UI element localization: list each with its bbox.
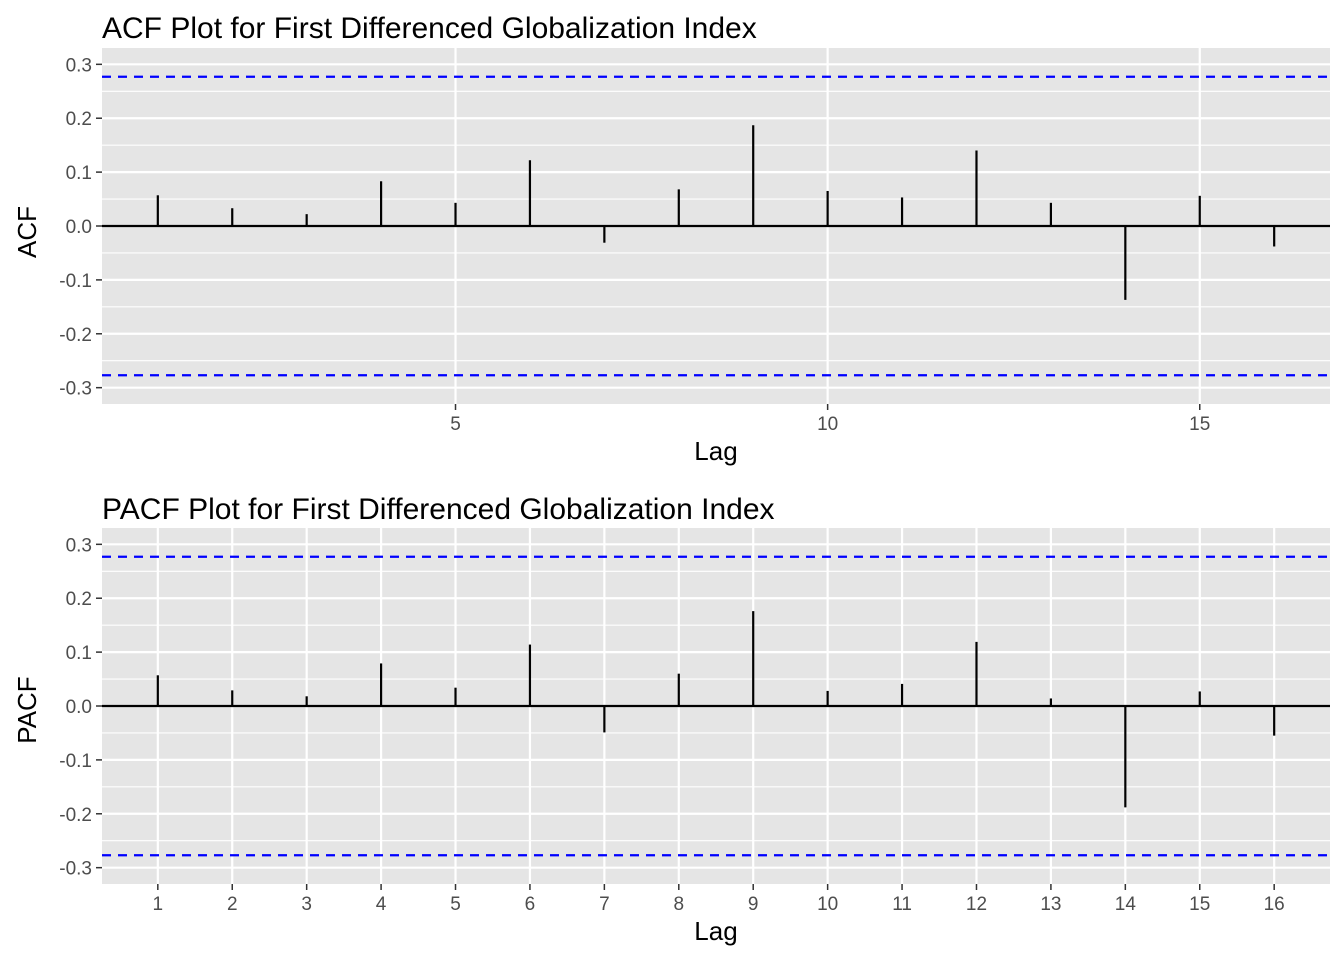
acf-y-tick-label: -0.1 [59,271,92,292]
acf-y-tick-label: 0.0 [66,217,92,238]
acf-chart: -0.3 -0.2 -0.1 0.0 0.1 0.2 0.3 5 10 15 ACF Plot f… [12,12,1330,466]
pacf-x-tick-label: 12 [966,894,987,915]
pacf-x-axis-title: Lag [694,916,737,946]
acf-chart-title: ACF Plot for First Differenced Globaliza… [102,12,757,45]
acf-x-tick-label: 10 [817,414,838,435]
pacf-x-tick-label: 11 [892,894,912,915]
acf-x-tick-label: 5 [450,414,461,435]
pacf-y-axis-title: PACF [12,676,42,743]
acf-y-tick-label: -0.2 [59,325,92,346]
acf-y-tick-label: 0.3 [66,55,92,76]
pacf-x-tick-label: 10 [817,894,838,915]
pacf-chart-title: PACF Plot for First Differenced Globaliz… [102,493,775,526]
pacf-x-tick-label: 4 [376,894,387,915]
acf-y-tick-label: -0.3 [59,379,92,400]
acf-y-tick-label: 0.2 [66,109,92,130]
pacf-y-tick-label: -0.3 [59,859,92,880]
pacf-y-tick-label: -0.2 [59,805,92,826]
acf-x-axis-title: Lag [694,436,737,466]
acf-y-axis-title: ACF [12,206,42,258]
acf-x-tick-label: 15 [1189,414,1210,435]
pacf-chart: -0.3-0.2-0.10.00.10.20.31 2 3 4 5 6 7 8 9 10 11 12 1… [12,493,1330,946]
pacf-x-tick-label: 16 [1264,894,1285,915]
pacf-x-tick-label: 7 [599,894,610,915]
acf-y-tick-label: 0.1 [66,163,92,184]
pacf-x-tick-label: 1 [153,894,164,915]
pacf-y-tick-label: 0.1 [66,643,92,664]
pacf-y-tick-label: -0.1 [59,751,92,772]
pacf-x-tick-label: 9 [748,894,759,915]
pacf-y-tick-label: 0.3 [66,535,92,556]
pacf-x-tick-label: 5 [450,894,461,915]
pacf-x-tick-label: 13 [1040,894,1061,915]
pacf-y-tick-label: 0.0 [66,697,92,718]
pacf-x-tick-label: 15 [1189,894,1210,915]
pacf-x-tick-label: 14 [1115,894,1137,915]
pacf-x-tick-label: 8 [673,894,684,915]
pacf-x-tick-label: 6 [525,894,536,915]
pacf-x-tick-label: 2 [227,894,238,915]
pacf-x-tick-label: 3 [301,894,312,915]
pacf-y-tick-label: 0.2 [66,589,92,610]
